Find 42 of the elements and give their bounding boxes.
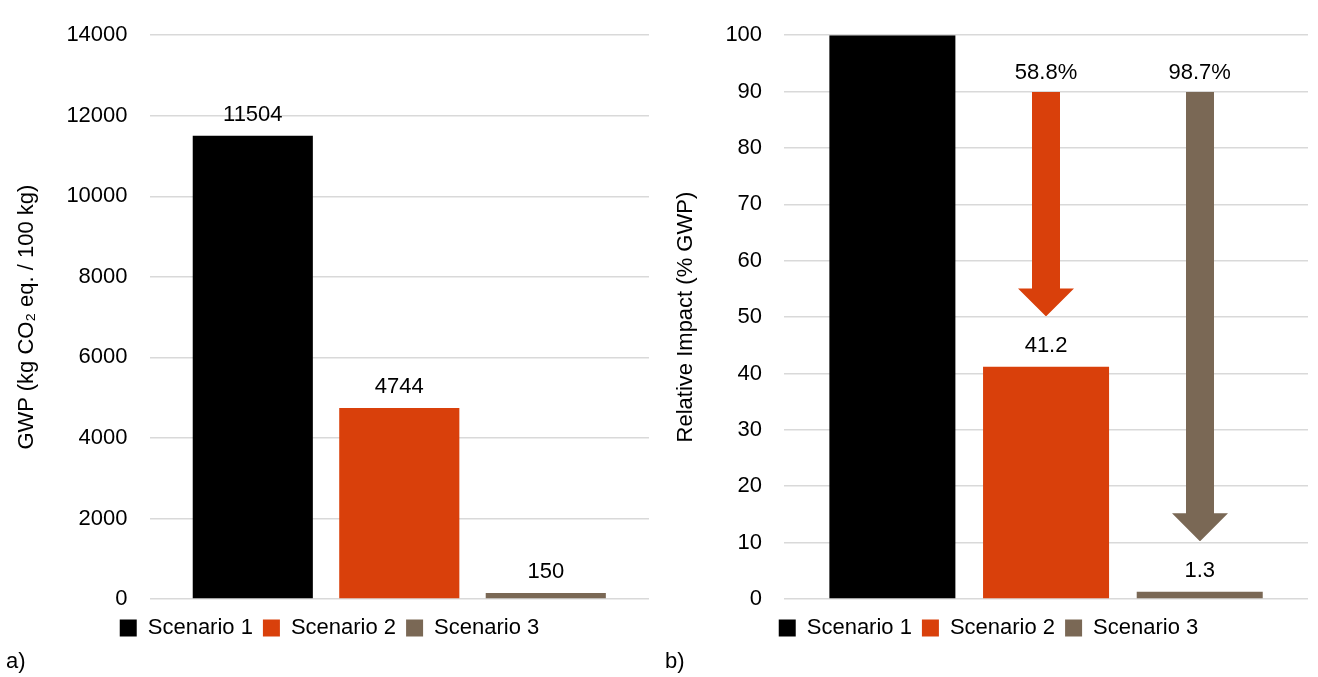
data-label: 150: [527, 558, 565, 584]
y-tick-label: 40: [737, 359, 763, 385]
bar: [485, 592, 606, 599]
y-axis-title: Relative Impact (% GWP): [672, 191, 698, 443]
y-tick-label: 30: [737, 415, 763, 441]
bar: [339, 407, 460, 599]
y-tick-label: 14000: [66, 21, 128, 47]
y-tick-label: 12000: [66, 101, 128, 127]
bar: [192, 135, 313, 599]
data-label: 41.2: [1024, 331, 1068, 357]
y-tick-label: 10: [737, 528, 763, 554]
y-tick-label: 80: [737, 134, 763, 160]
legend-label: Scenario 2: [949, 614, 1056, 640]
y-tick-label: 2000: [78, 504, 128, 530]
annotation: 98.7%: [1168, 58, 1231, 84]
data-label: 11504: [223, 100, 283, 126]
y-tick-label: 8000: [78, 262, 128, 288]
y-tick-label: 70: [737, 190, 763, 216]
y-tick-label: 0: [749, 585, 763, 611]
text: b): [665, 648, 685, 674]
annotation: 58.8%: [1014, 58, 1078, 84]
legend-label: Scenario 1: [147, 614, 253, 640]
y-tick-label: 6000: [78, 343, 128, 369]
text: a): [6, 648, 26, 674]
y-tick-label: 0: [115, 585, 128, 611]
data-label: 4744: [374, 373, 424, 399]
bar: [983, 366, 1110, 599]
legend-label: Scenario 3: [1093, 614, 1199, 640]
bar: [1136, 591, 1263, 599]
y-tick-label: 50: [737, 303, 763, 329]
legend-label: Scenario 3: [434, 614, 540, 640]
y-tick-label: 20: [737, 472, 763, 498]
y-tick-label: 60: [737, 246, 763, 272]
legend-label: Scenario 1: [806, 614, 912, 640]
legend-label: Scenario 2: [290, 614, 397, 640]
y-tick-label: 10000: [66, 182, 128, 208]
bar: [829, 35, 956, 599]
y-tick-label: 100: [725, 21, 763, 47]
y-tick-label: 90: [737, 77, 763, 103]
data-label: 1.3: [1184, 556, 1216, 582]
y-tick-label: 4000: [78, 423, 128, 449]
y-axis-title: GWP (kg CO₂ eq. / 100 kg): [13, 184, 39, 450]
